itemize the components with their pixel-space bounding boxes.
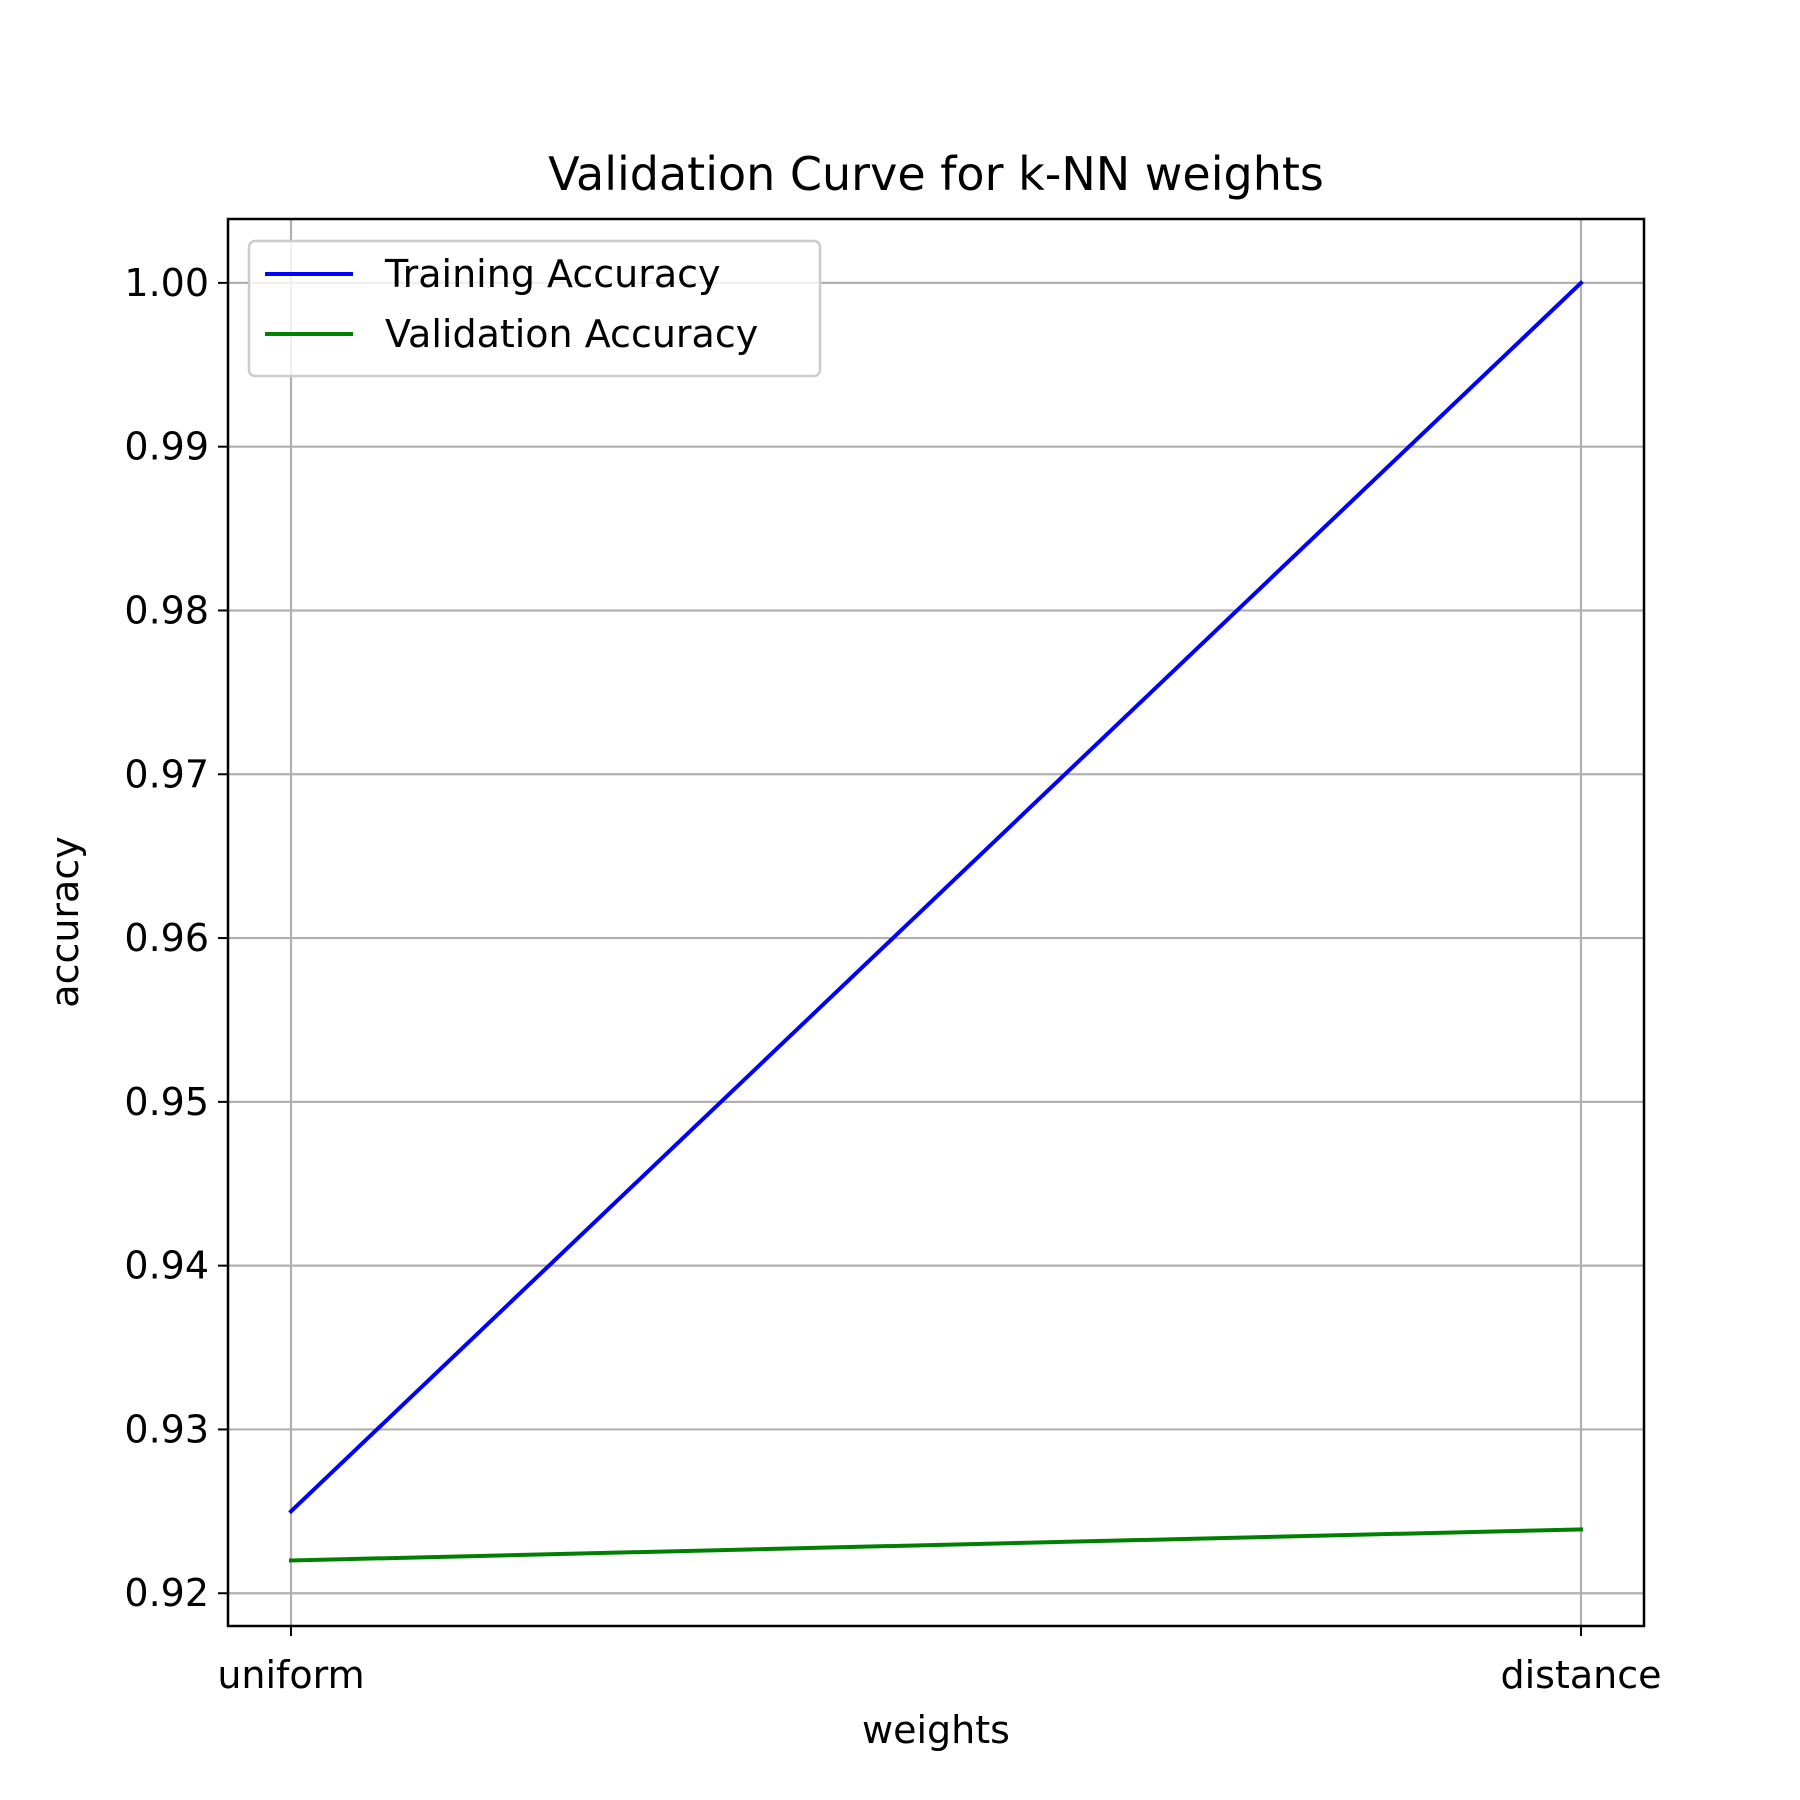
y-tick-label: 0.92 <box>124 1571 209 1615</box>
chart-title: Validation Curve for k-NN weights <box>548 147 1324 201</box>
series-line-training-accuracy <box>288 280 1584 1515</box>
y-axis-ticks: 0.92 0.93 0.94 0.95 0.96 0.97 0.98 0.99 1.00 <box>124 261 228 1615</box>
y-tick-label: 1.00 <box>124 261 209 305</box>
data-series <box>288 280 1584 1563</box>
x-tick-label: uniform <box>217 1653 364 1697</box>
series-line-validation-accuracy <box>288 1527 1584 1563</box>
y-tick-label: 0.95 <box>124 1080 209 1124</box>
y-tick-label: 0.94 <box>124 1244 209 1288</box>
y-tick-label: 0.99 <box>124 425 209 469</box>
y-tick-label: 0.98 <box>124 588 209 632</box>
y-tick-label: 0.93 <box>124 1407 209 1451</box>
y-axis-label: accuracy <box>43 836 87 1007</box>
x-axis-label: weights <box>862 1708 1010 1752</box>
legend-box <box>247 239 822 378</box>
y-tick-label: 0.96 <box>124 916 209 960</box>
plot-frame <box>226 217 1646 1628</box>
legend-label: Validation Accuracy <box>385 312 758 356</box>
x-axis-ticks: uniform distance <box>217 1626 1662 1697</box>
x-tick-label: distance <box>1500 1653 1661 1697</box>
y-tick-label: 0.97 <box>124 752 209 796</box>
legend: Training Accuracy Validation Accuracy <box>247 239 822 378</box>
legend-label: Training Accuracy <box>384 252 721 296</box>
